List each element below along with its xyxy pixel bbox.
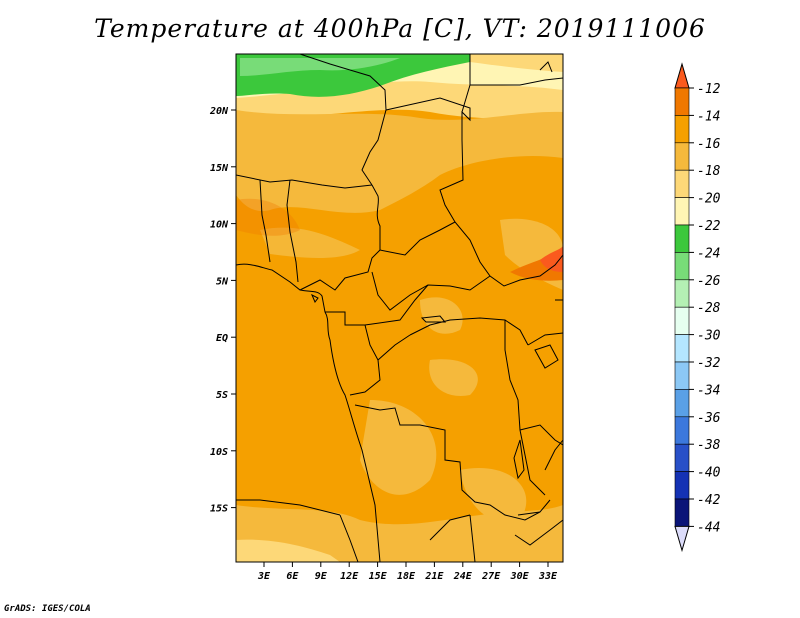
lat-tick-label: 5N (216, 276, 229, 287)
lat-tick-label: 15S (210, 504, 228, 515)
colorbar-swatch (674, 443, 690, 472)
colorbar-swatch (674, 334, 690, 363)
field-light-green (240, 58, 400, 76)
colorbar-label: -18 (697, 164, 721, 179)
colorbar-swatch (674, 252, 690, 281)
field-south-yellow (236, 539, 340, 562)
colorbar-label: -38 (697, 438, 721, 453)
lon-tick-label: 30E (510, 571, 530, 582)
colorbar-swatch (674, 389, 690, 418)
lon-tick-label: 12E (340, 571, 359, 582)
lon-tick-label: 9E (315, 571, 328, 582)
colorbar-swatch (674, 361, 690, 390)
colorbar-swatch (674, 197, 690, 226)
credit-text: GrADS: IGES/COLA (4, 604, 91, 614)
colorbar-swatch (674, 279, 690, 308)
field-north-light (236, 110, 563, 213)
colorbar-swatch (674, 416, 690, 445)
lon-ticks: 3E 6E 9E 12E 15E 18E 21E 24E 27E 30E 33E (257, 562, 558, 582)
colorbar-label: -32 (697, 356, 721, 371)
colorbar-label: -34 (697, 383, 720, 398)
lat-ticks: 20N 15N 10N 5N EQ 5S 10S 15S (209, 106, 236, 515)
colorbar-label: -12 (697, 82, 721, 97)
lon-tick-label: 3E (257, 571, 271, 582)
colorbar-label: -28 (697, 301, 721, 316)
lat-tick-label: 5S (216, 390, 228, 401)
colorbar-swatch (674, 224, 690, 253)
lon-tick-label: 15E (369, 571, 388, 582)
lat-tick-label: 10S (210, 447, 228, 458)
lon-tick-label: 21E (424, 571, 444, 582)
lat-tick-label: EQ (216, 333, 228, 344)
lat-tick-label: 10N (210, 220, 229, 231)
colorbar-label: -16 (697, 137, 721, 152)
colorbar-label: -22 (697, 219, 721, 234)
lon-tick-label: 6E (286, 571, 299, 582)
colorbar-label: -26 (697, 274, 721, 289)
colorbar-swatch (674, 498, 690, 527)
colorbar-label: -30 (697, 329, 721, 344)
country-borders (236, 54, 563, 562)
lon-tick-label: 33E (538, 571, 558, 582)
lon-tick-label: 18E (397, 571, 416, 582)
colorbar-swatch (674, 87, 690, 116)
map-frame (235, 53, 564, 563)
colorbar-swatch (674, 142, 690, 171)
temperature-field (236, 54, 563, 562)
colorbar-arrow-top (674, 62, 690, 89)
lon-tick-label: 24E (453, 571, 473, 582)
colorbar-swatch (674, 306, 690, 335)
colorbar-label: -36 (697, 411, 721, 426)
colorbar: -12 -14 -16 -18 -20 -22 -24 -26 -28 -30 -32 -34 -36 -… (674, 62, 721, 553)
colorbar-label: -20 (697, 192, 721, 207)
colorbar-swatch (674, 169, 690, 198)
colorbar-swatch (674, 115, 690, 144)
colorbar-label: -14 (697, 109, 720, 124)
chart-title: Temperature at 400hPa [C], VT: 201911100… (94, 14, 706, 43)
lat-tick-label: 20N (209, 106, 229, 117)
colorbar-label: -40 (697, 466, 721, 481)
colorbar-swatch (674, 471, 690, 500)
field-south-light (236, 505, 563, 562)
colorbar-label: -42 (697, 493, 721, 508)
lon-tick-label: 27E (481, 571, 501, 582)
colorbar-label: -44 (697, 520, 720, 535)
colorbar-arrow-bottom (674, 525, 690, 553)
lat-tick-label: 15N (210, 163, 229, 174)
colorbar-label: -24 (697, 246, 720, 261)
